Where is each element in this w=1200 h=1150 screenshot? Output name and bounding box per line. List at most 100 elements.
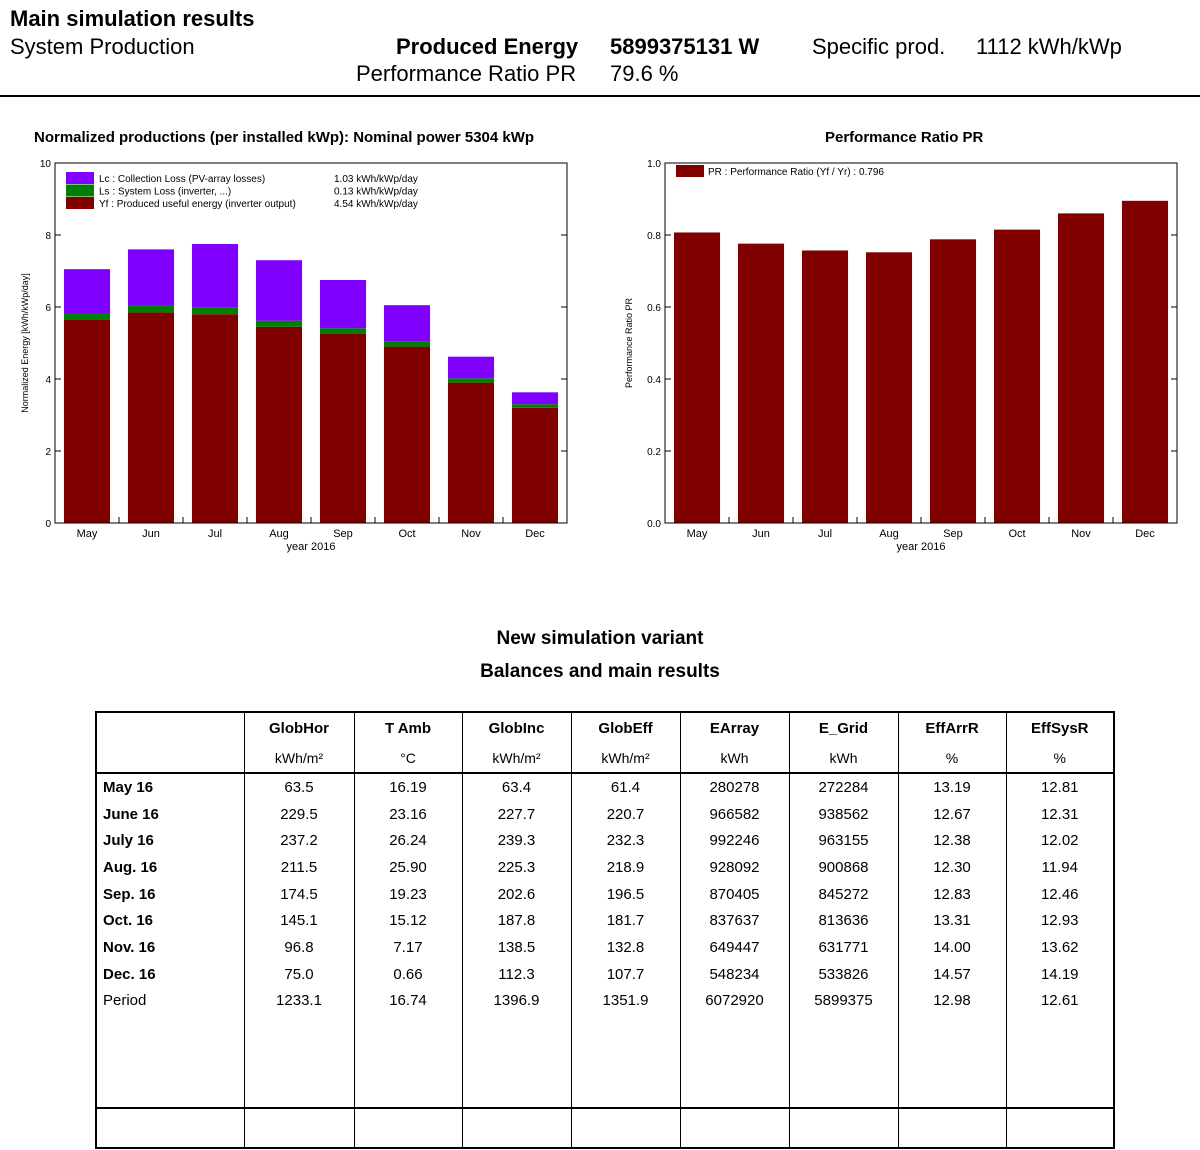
column-header: EffArrR xyxy=(897,712,1007,743)
chart1-bar-aug-s0 xyxy=(255,326,303,523)
chart2-xtick-label: May xyxy=(687,528,708,540)
column-header: T Amb xyxy=(353,712,463,743)
table-cell: 14.00 xyxy=(897,934,1007,961)
chart2-frame xyxy=(664,162,1178,524)
chart1-xtick-label: May xyxy=(77,528,98,540)
table-cell: 928092 xyxy=(679,854,790,881)
chart1-bar-aug-s1 xyxy=(255,320,303,327)
column-unit: % xyxy=(897,743,1007,774)
chart1-title: Normalized productions (per installed kW… xyxy=(34,129,535,146)
section-subtitle: Balances and main results xyxy=(480,661,720,682)
period-cell: 1233.1 xyxy=(243,987,355,1015)
table-cell: 12.46 xyxy=(1005,880,1115,908)
table-cell: 16.19 xyxy=(353,773,463,801)
chart1-ytick-label: 0 xyxy=(45,519,51,530)
chart1-ytick-label: 8 xyxy=(45,231,51,242)
table-cell: 12.93 xyxy=(1005,907,1115,935)
empty-cell xyxy=(897,1108,1007,1149)
empty-cell xyxy=(1005,1108,1115,1149)
table-cell: 992246 xyxy=(679,827,790,855)
table-cell: 966582 xyxy=(679,800,790,828)
table-cell: 229.5 xyxy=(243,800,355,828)
table-cell: 14.19 xyxy=(1005,960,1115,988)
column-unit: kWh xyxy=(679,743,790,774)
empty-cell xyxy=(353,1014,463,1110)
column-header: EffSysR xyxy=(1005,712,1115,743)
performance-ratio-value: 79.6 % xyxy=(610,61,679,86)
empty-cell xyxy=(1005,1014,1115,1110)
chart2-legend-swatch xyxy=(676,165,704,177)
chart1-ytick-label: 10 xyxy=(40,159,52,170)
chart1-xtick-label: Sep xyxy=(333,528,353,540)
column-unit: kWh/m² xyxy=(243,743,355,774)
column-unit: °C xyxy=(353,743,463,774)
chart1-ytick-label: 6 xyxy=(45,303,51,314)
chart1-bar-sep-s0 xyxy=(319,334,367,523)
table-cell: 63.4 xyxy=(461,773,572,801)
table-cell: 938562 xyxy=(788,800,899,828)
row-label: Oct. 16 xyxy=(95,907,245,935)
chart2-xtick-label: Dec xyxy=(1135,528,1155,540)
chart1-bar-jun-s2 xyxy=(127,249,175,306)
empty-cell xyxy=(95,1108,245,1149)
chart1-legend-swatch xyxy=(66,184,94,197)
chart1-bar-jun-s0 xyxy=(127,312,175,523)
charts-canvas: May Jun Jul Aug Sep Oct Nov Dec 0 2 4 6 8 10 year 2016… xyxy=(20,159,1178,553)
table-row: Aug. 16 211.5 25.90 225.3 218.9 928092 900868 1… xyxy=(95,854,1115,881)
chart1-bar-nov-s2 xyxy=(447,356,495,379)
empty-row xyxy=(95,1108,1115,1149)
chart1-xtick-label: Aug xyxy=(269,528,289,540)
table-cell: 631771 xyxy=(788,934,899,961)
table-cell: 12.30 xyxy=(897,854,1007,881)
chart2-xtick-label: Nov xyxy=(1071,528,1091,540)
table-cell: 239.3 xyxy=(461,827,572,855)
column-header: E_Grid xyxy=(788,712,899,743)
chart2-ylabel: Performance Ratio PR xyxy=(624,297,634,388)
chart1-legend-value: 4.54 kWh/kWp/day xyxy=(334,199,418,210)
empty-cell xyxy=(788,1108,899,1149)
table-cell: 23.16 xyxy=(353,800,463,828)
specific-prod-value: 1112 kWh/kWp xyxy=(976,34,1122,59)
chart1-legend-swatch xyxy=(66,197,94,209)
table-cell: 196.5 xyxy=(570,880,681,908)
table-row: Nov. 16 96.8 7.17 138.5 132.8 649447 631771 14.… xyxy=(95,934,1115,961)
chart1-bar-may-s1 xyxy=(63,313,111,320)
table-cell: 837637 xyxy=(679,907,790,935)
table-cell: 19.23 xyxy=(353,880,463,908)
chart2-xtick-label: Jun xyxy=(752,528,770,540)
table-cell: 12.81 xyxy=(1005,773,1115,801)
chart1-legend-label: Lc : Collection Loss (PV-array losses) xyxy=(99,174,265,185)
empty-cell xyxy=(243,1108,355,1149)
chart2-bar-dec-s0 xyxy=(1121,200,1169,524)
table-header-row: GlobHor T Amb GlobInc GlobEff EArray E_Grid Ef… xyxy=(95,712,1115,743)
table-cell: 12.31 xyxy=(1005,800,1115,828)
table-cell: 218.9 xyxy=(570,854,681,881)
table-cell: 26.24 xyxy=(353,827,463,855)
chart1-bar-sep-s1 xyxy=(319,328,367,334)
chart2-xtick-label: Sep xyxy=(943,528,963,540)
chart1-frame xyxy=(54,162,568,524)
chart1-bar-jun-s1 xyxy=(127,305,175,313)
table-cell: 11.94 xyxy=(1005,854,1115,881)
table-cell: 14.57 xyxy=(897,960,1007,988)
chart1-bar-jul-s0 xyxy=(191,314,239,523)
specific-prod-label: Specific prod. xyxy=(812,34,946,59)
period-cell: 1396.9 xyxy=(461,987,572,1015)
empty-cell xyxy=(570,1108,681,1149)
empty-cell xyxy=(353,1108,463,1149)
chart1-legend-value: 1.03 kWh/kWp/day xyxy=(334,174,418,185)
table-cell: 12.02 xyxy=(1005,827,1115,855)
chart2-ytick-label: 0.8 xyxy=(647,231,661,242)
empty-cell xyxy=(570,1014,681,1110)
chart1-bar-oct-s2 xyxy=(383,305,431,342)
row-label: Nov. 16 xyxy=(95,934,245,961)
chart2-ytick-label: 0.2 xyxy=(647,447,661,458)
chart1-legend-value: 0.13 kWh/kWp/day xyxy=(334,187,418,198)
row-label: Dec. 16 xyxy=(95,960,245,988)
chart2-ytick-label: 0.6 xyxy=(647,303,661,314)
table-cell: 211.5 xyxy=(243,854,355,881)
chart1-xtick-label: Nov xyxy=(461,528,481,540)
chart2-xtick-label: Oct xyxy=(1008,528,1025,540)
report-title: Main simulation results xyxy=(10,6,255,31)
empty-cell xyxy=(243,1014,355,1110)
